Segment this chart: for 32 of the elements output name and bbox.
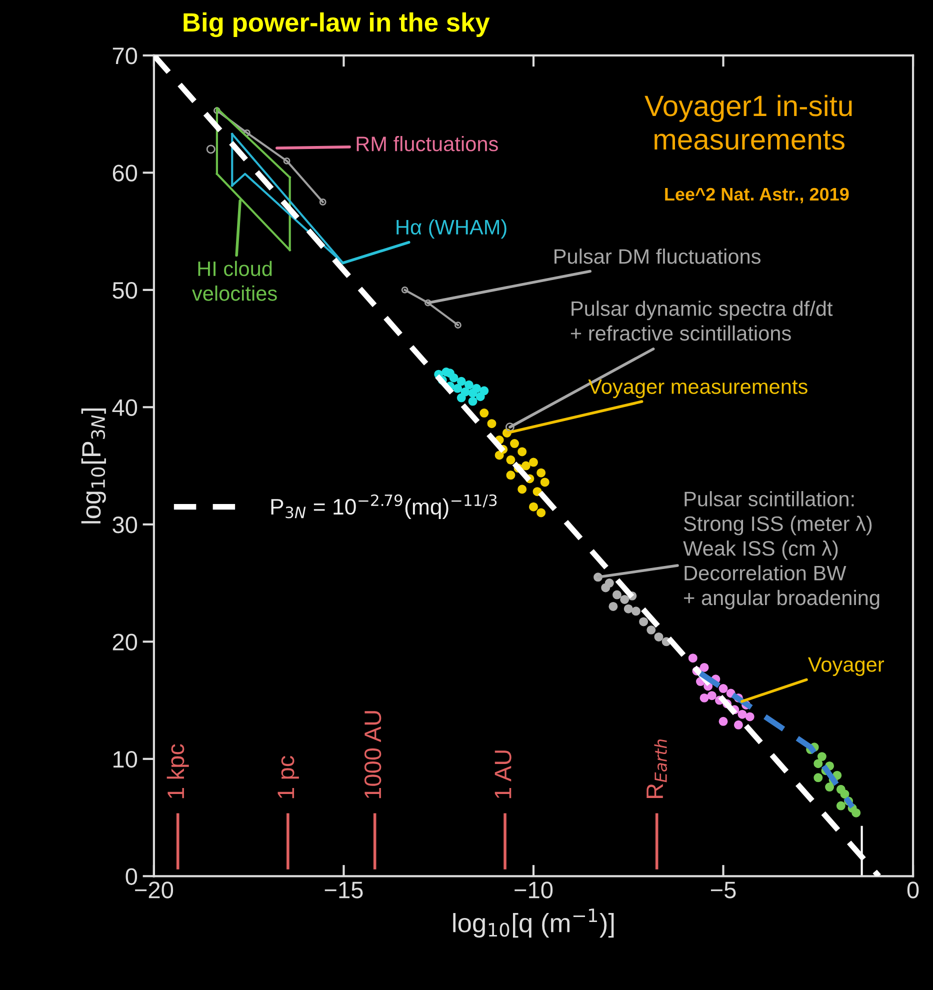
y-tick-label: 0 [126, 868, 138, 885]
annotation: Voyager measurements [588, 379, 808, 398]
x-axis-title: log$_{10}$[q (m$^{−1}$)] [453, 908, 614, 938]
y-tick-label: 30 [112, 516, 138, 534]
y-tick-label: 60 [112, 164, 138, 182]
chart-title: Big power-law in the sky [184, 12, 490, 38]
y-tick-label: 20 [112, 634, 138, 650]
y-tick-label: 50 [112, 282, 138, 299]
y-tick-label: 40 [112, 399, 138, 416]
ref-line-label: 1 kpc [166, 744, 189, 798]
annotation: Voyager [808, 657, 884, 676]
annotation: Voyager1 in-situ measurements [644, 94, 852, 150]
y-tick-label: 70 [112, 48, 138, 64]
ref-line-label: 1000 AU [364, 711, 382, 798]
annotation: Hα (WHAM) [396, 219, 506, 239]
annotation: Pulsar scintillation: Strong ISS (meter λ) Weak ISS (cm λ) Decorrelation BW + angular broadening [683, 491, 880, 610]
ref-line-label: R$_{Earth}$ [646, 739, 668, 798]
ref-line-label: 1 pc [278, 756, 299, 798]
x-tick-label: −10 [514, 882, 553, 898]
annotation: Lee^2 Nat. Astr., 2019 [665, 188, 849, 204]
x-tick-label: −15 [324, 882, 363, 898]
annotation: RM fluctuations [356, 136, 498, 152]
legend-label: P$_{3N}$ = 10$^{−2.79}$(mq)$^{−11/3}$ [271, 494, 497, 520]
annotation: HI cloud velocities [192, 260, 277, 301]
y-axis-title: log$_{10}$[P$_{3N}$] [81, 408, 106, 524]
x-tick-label: −5 [710, 882, 736, 898]
annotation: Pulsar DM fluctuations [554, 248, 761, 264]
x-tick-label: −20 [135, 882, 174, 898]
ref-line-label: 1 AU [494, 750, 512, 798]
annotation: Pulsar dynamic spectra df/dt + refractive scintillations [570, 300, 833, 341]
y-tick-label: 10 [114, 750, 138, 768]
x-tick-label: 0 [907, 882, 919, 898]
